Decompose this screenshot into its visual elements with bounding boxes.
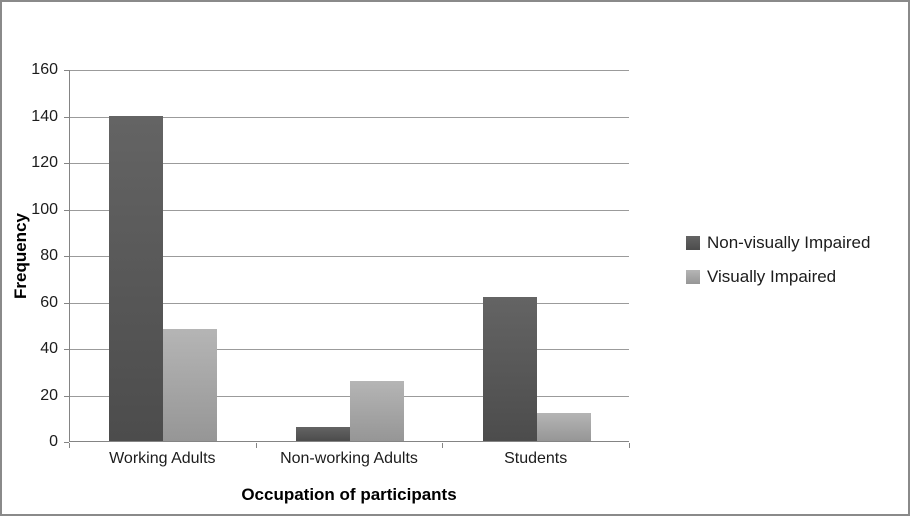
gridline-y-40 (70, 349, 629, 350)
bar-non-working-adults-series-2 (350, 380, 404, 441)
gridline-y-140 (70, 116, 629, 118)
y-axis-title: Frequency (6, 70, 36, 442)
y-tick-label-40: 40 (40, 340, 58, 357)
gridline-y-100 (70, 209, 629, 211)
y-tick-label-20: 20 (40, 386, 58, 404)
legend-label-1: Non-visually Impaired (707, 233, 871, 252)
y-tick-label-80: 80 (40, 247, 58, 264)
x-tick-mark-2 (442, 443, 444, 448)
y-tick-mark-0 (64, 442, 69, 443)
y-tick-mark-40 (64, 349, 69, 350)
y-tick-mark-60 (64, 302, 69, 304)
y-tick-label-0: 0 (49, 433, 58, 450)
bar-students-series-1 (482, 296, 537, 441)
bar-working-adults-series-1 (109, 115, 164, 441)
x-tick-mark-3 (629, 443, 630, 448)
x-category-label-2: Non-working Adults (280, 450, 418, 467)
y-tick-mark-80 (64, 256, 69, 257)
x-tick-mark-0 (69, 443, 70, 448)
plot-area (69, 70, 629, 442)
legend: Non-visually Impaired Visually Impaired (686, 230, 870, 298)
gridline-y-160 (70, 70, 629, 71)
gridline-y-20 (70, 395, 629, 397)
gridline-y-80 (70, 256, 629, 257)
y-tick-label-140: 140 (31, 107, 58, 125)
x-tick-mark-1 (255, 443, 257, 448)
x-axis-title: Occupation of participants (241, 485, 457, 504)
y-tick-label-160: 160 (31, 61, 58, 78)
legend-item-1: Non-visually Impaired (686, 230, 870, 256)
legend-swatch-icon (686, 236, 700, 250)
bar-working-adults-series-2 (163, 329, 218, 441)
x-category-label-1: Working Adults (109, 450, 216, 467)
bar-students-series-2 (536, 413, 591, 441)
legend-item-2: Visually Impaired (686, 264, 870, 290)
x-category-label-3: Students (504, 450, 568, 467)
y-tick-label-100: 100 (31, 200, 58, 218)
legend-swatch-icon (686, 270, 700, 284)
y-tick-label-120: 120 (31, 154, 58, 171)
y-axis-title-text: Frequency (11, 213, 31, 299)
y-tick-mark-20 (64, 395, 69, 397)
gridline-y-60 (70, 302, 629, 304)
y-tick-mark-100 (64, 209, 69, 211)
bar-non-working-adults-series-1 (296, 427, 350, 441)
y-tick-mark-160 (64, 70, 69, 71)
y-tick-mark-140 (64, 116, 69, 118)
legend-label-2: Visually Impaired (707, 267, 837, 286)
y-tick-mark-120 (64, 163, 69, 164)
gridline-y-120 (70, 163, 629, 164)
y-tick-label-60: 60 (40, 293, 58, 311)
